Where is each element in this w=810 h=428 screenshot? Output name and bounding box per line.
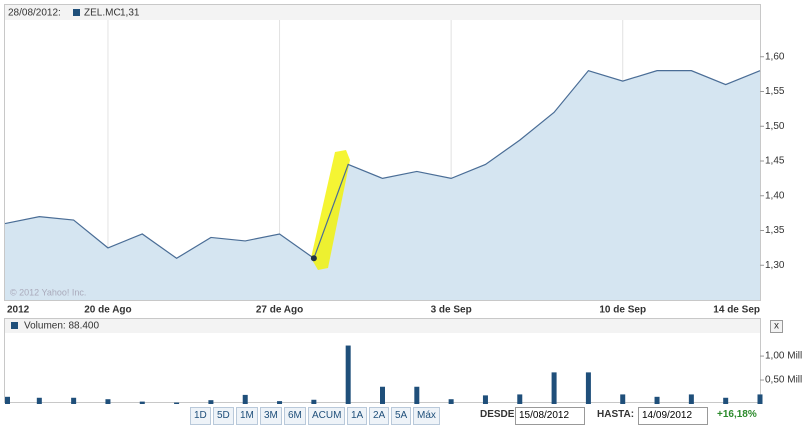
y-tick-label: 1,55 (765, 86, 785, 97)
range-button[interactable]: 1D (190, 407, 211, 425)
from-label: DESDE: (480, 409, 518, 420)
bar (448, 399, 454, 404)
bar (5, 396, 10, 404)
volume-legend: Volumen: 88.400 (24, 321, 99, 332)
legend-swatch (73, 9, 80, 16)
price-header (5, 5, 760, 20)
range-button[interactable]: Máx (413, 407, 440, 425)
range-button[interactable]: 2A (369, 407, 390, 425)
y-tick-label: 1,00 Mill (765, 351, 802, 362)
y-tick-label: 1,40 (765, 190, 785, 201)
bar (688, 394, 694, 404)
bar (345, 345, 351, 404)
x-tick-label: 3 de Sep (431, 305, 472, 316)
bar (723, 397, 729, 404)
legend-value: 1,31 (120, 8, 140, 19)
x-tick-label: 2012 (7, 305, 30, 316)
copyright: © 2012 Yahoo! Inc. (10, 287, 86, 297)
y-tick-label: 1,50 (765, 121, 785, 132)
bar (277, 401, 283, 404)
y-tick-label: 1,45 (765, 156, 785, 167)
bar (482, 395, 488, 404)
close-button[interactable] (770, 320, 783, 333)
range-button[interactable]: 5A (391, 407, 412, 425)
bar (36, 397, 42, 404)
to-input[interactable]: 14/09/2012 (638, 407, 708, 425)
legend-series: ZEL.MC (84, 8, 121, 19)
y-tick-label: 1,30 (765, 260, 785, 271)
bar (311, 399, 317, 404)
bar (208, 400, 214, 404)
range-button[interactable]: 3M (260, 407, 282, 425)
bar (551, 372, 557, 404)
legend-date: 28/08/2012: (8, 8, 61, 19)
bar (242, 394, 248, 404)
y-tick-label: 1,60 (765, 51, 785, 62)
range-button[interactable]: 6M (284, 407, 306, 425)
marker (310, 255, 317, 262)
y-tick-label: 0,50 Mill (765, 375, 802, 386)
x-tick-label: 27 de Ago (256, 305, 303, 316)
y-tick-label: 1,35 (765, 225, 785, 236)
area (5, 70, 760, 301)
bar (380, 386, 385, 404)
bar (71, 397, 77, 404)
range-button[interactable]: ACUM (308, 407, 346, 425)
close-label[interactable]: x (774, 321, 779, 332)
to-label: HASTA: (597, 409, 635, 420)
bar (139, 401, 145, 404)
bar (105, 399, 111, 404)
range-button[interactable]: 5D (213, 407, 234, 425)
bar (585, 372, 591, 404)
bar (757, 394, 763, 404)
bar (654, 396, 660, 404)
line (4, 69, 761, 260)
bar (517, 394, 523, 404)
x-tick-label: 14 de Sep (713, 305, 760, 316)
bar (414, 386, 420, 404)
bar (620, 394, 626, 404)
from-input[interactable]: 15/08/2012 (515, 407, 585, 425)
range-button[interactable]: 1M (236, 407, 258, 425)
x-tick-label: 20 de Ago (84, 305, 131, 316)
x-tick-label: 10 de Sep (599, 305, 646, 316)
change: +16,18% (717, 409, 757, 420)
legend-swatch (11, 322, 18, 329)
bar (174, 402, 180, 404)
volume-header (5, 319, 760, 333)
range-button[interactable]: 1A (347, 407, 368, 425)
